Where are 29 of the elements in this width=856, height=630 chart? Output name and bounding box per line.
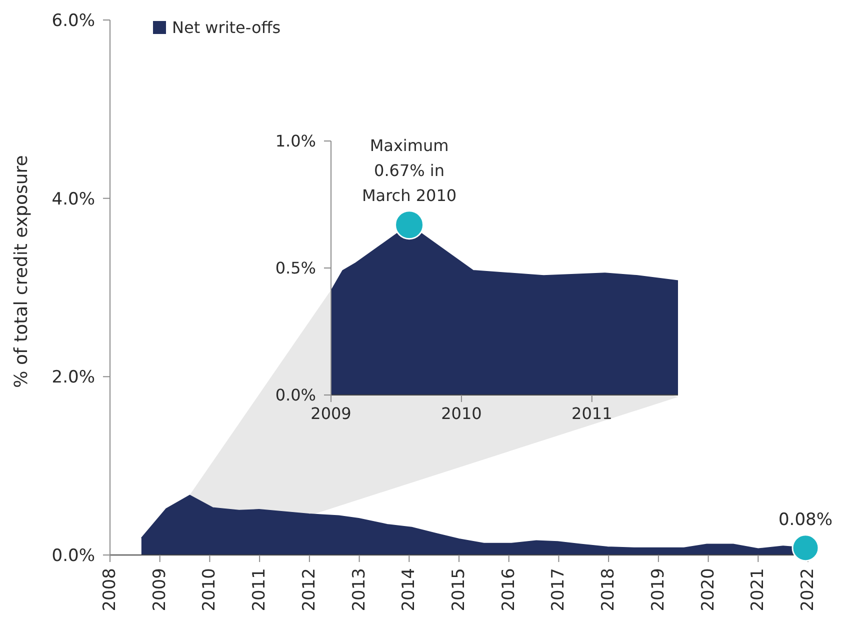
- x-tick-label: 2013: [349, 568, 370, 612]
- y-axis-title: % of total credit exposure: [10, 155, 32, 388]
- x-tick-label: 2017: [548, 568, 569, 612]
- x-tick-label: 2010: [200, 568, 220, 612]
- x-tick-label: 2011: [572, 404, 612, 423]
- annotation: 0.08%: [778, 510, 833, 530]
- y-tick-label: 1.0%: [275, 132, 316, 151]
- x-tick-label: 2009: [310, 404, 352, 423]
- x-tick-label: 2018: [598, 568, 619, 612]
- x-tick-label: 2009: [150, 568, 170, 612]
- x-tick-label: 2020: [698, 568, 718, 612]
- x-tick-label: 2016: [498, 568, 519, 612]
- y-tick-label: 0.0%: [275, 386, 316, 405]
- x-tick-label: 2015: [449, 568, 469, 612]
- x-tick-label: 2014: [399, 568, 420, 612]
- x-tick-label: 2021: [748, 568, 768, 612]
- y-tick-label: 2.0%: [52, 368, 95, 388]
- x-tick-label: 2012: [299, 568, 320, 612]
- y-tick-label: 0.0%: [52, 546, 95, 566]
- x-tick-label: 2008: [100, 568, 120, 612]
- y-tick-label: 0.5%: [275, 258, 316, 278]
- x-tick-label: 2011: [250, 568, 270, 612]
- x-tick-label: 2010: [441, 404, 482, 423]
- y-tick-label: 6.0%: [52, 11, 95, 32]
- x-tick-label: 2019: [648, 568, 668, 612]
- x-tick-label: 2022: [798, 568, 818, 612]
- annotation: Maximum 0.67% in March 2010: [362, 136, 457, 205]
- legend-label: Net write-offs: [172, 18, 281, 37]
- y-tick-label: 4.0%: [52, 189, 95, 210]
